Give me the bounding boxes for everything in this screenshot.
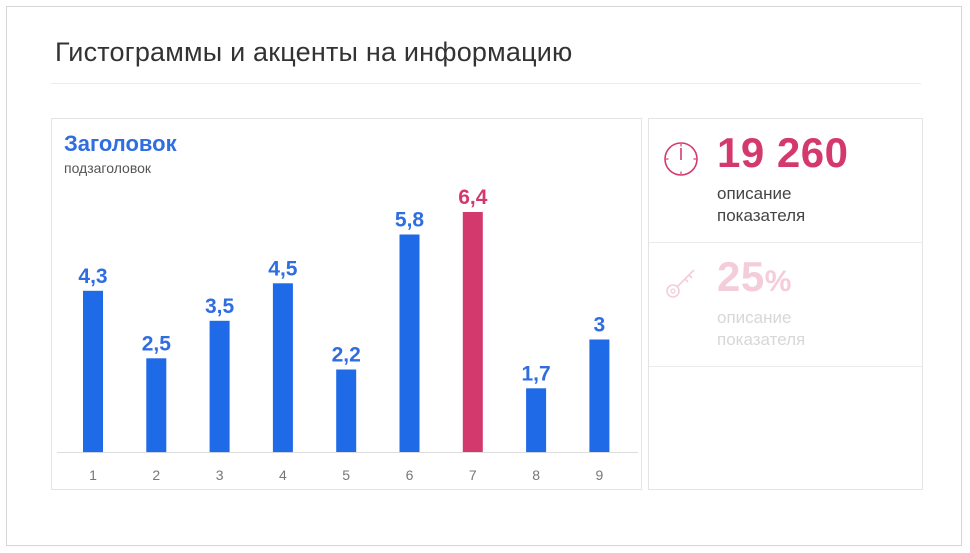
x-tick-label: 3 (216, 467, 224, 483)
bar (146, 358, 167, 453)
bar-chart: 4,3 1 2,5 2 3,5 3 4,5 4 2,2 5 5,8 6 6,4 7 1,7 8 3 9 (57, 186, 638, 483)
kpi-card-primary: 19 260 описание показателя (649, 119, 922, 243)
kpi-description-line: описание (717, 308, 792, 327)
bar (83, 290, 103, 453)
bar (399, 234, 420, 452)
kpi-value-unit: % (764, 265, 792, 298)
page-title: Гистограммы и акценты на информацию (55, 37, 573, 67)
kpi-value: 25% (717, 253, 792, 301)
x-tick-label: 9 (596, 467, 604, 483)
kpi-description-line: показателя (717, 330, 806, 349)
x-tick-label: 6 (406, 467, 414, 483)
clock-icon (664, 142, 698, 176)
x-tick-label: 7 (469, 467, 477, 483)
bar (209, 320, 230, 453)
x-tick-label: 1 (89, 467, 97, 483)
data-label: 2,5 (142, 332, 172, 355)
bar (272, 283, 293, 453)
kpi-description: описание показателя (717, 307, 897, 351)
data-label: 6,4 (458, 186, 488, 209)
kpi-card-secondary: 25% описание показателя (649, 243, 922, 367)
x-tick-label: 2 (152, 467, 160, 483)
kpi-value-number: 19 260 (717, 129, 849, 176)
title-divider (51, 83, 921, 84)
data-label: 2,2 (332, 344, 361, 367)
x-tick-label: 8 (532, 467, 540, 483)
x-tick-label: 5 (342, 467, 350, 483)
data-label: 5,8 (395, 209, 425, 232)
kpi-panel: 19 260 описание показателя 25% описание … (648, 118, 923, 490)
chart-title: Заголовок (64, 131, 177, 156)
bar (336, 369, 357, 452)
bar (589, 339, 610, 452)
data-label: 3,5 (205, 295, 235, 318)
x-tick-label: 4 (279, 467, 287, 483)
kpi-description-line: описание (717, 184, 792, 203)
kpi-description-line: показателя (717, 206, 806, 225)
kpi-value-number: 25 (717, 253, 765, 300)
data-label: 1,7 (521, 362, 550, 385)
bar (526, 388, 547, 453)
data-label: 3 (594, 314, 606, 337)
bar (462, 212, 483, 452)
chart-subtitle: подзаголовок (64, 160, 152, 176)
kpi-description: описание показателя (717, 183, 897, 227)
chart-panel: 4,3 1 2,5 2 3,5 3 4,5 4 2,2 5 5,8 6 6,4 7 1,7 8 3 9 Загол… (51, 118, 642, 490)
kpi-value: 19 260 (717, 129, 848, 177)
data-label: 4,3 (78, 265, 107, 288)
key-icon (666, 269, 695, 298)
slide: Гистограммы и акценты на информацию 4,3 1… (6, 6, 962, 546)
data-label: 4,5 (268, 257, 298, 280)
